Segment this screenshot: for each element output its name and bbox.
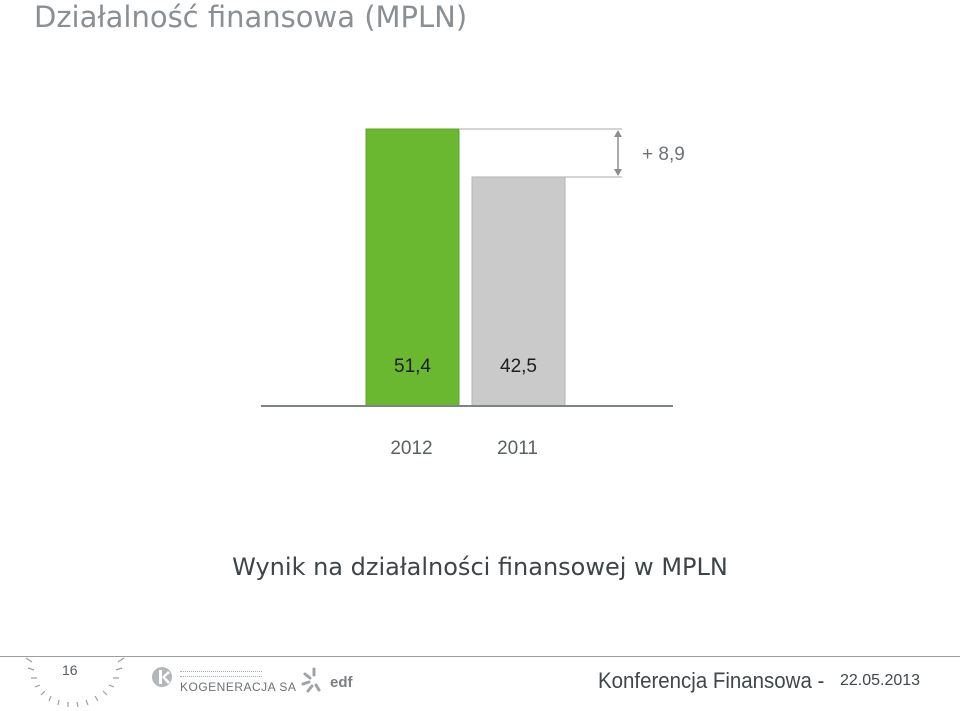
kogeneracja-logo-icon xyxy=(152,667,172,687)
value-label-2012: 51,4 xyxy=(394,356,431,377)
bar-2012 xyxy=(365,128,460,407)
logo-tagline xyxy=(180,671,262,677)
category-label-2012: 2012 xyxy=(390,438,432,459)
slide-title: Działalność finansowa (MPLN) xyxy=(34,0,468,34)
bar-2011 xyxy=(471,176,566,407)
edf-logo-text: edf xyxy=(330,674,353,691)
value-label-2011: 42,5 xyxy=(500,356,537,377)
footer-divider xyxy=(0,656,960,657)
difference-arrowhead-2 xyxy=(614,168,622,176)
difference-arrowhead-1 xyxy=(614,130,622,137)
seal-icon xyxy=(25,657,125,708)
difference-label: + 8,9 xyxy=(642,144,685,165)
conference-date: 22.05.2013 xyxy=(840,672,921,689)
conference-name: Konferencja Finansowa - xyxy=(598,668,825,693)
category-label-2011: 2011 xyxy=(497,438,538,459)
edf-logo-icon xyxy=(301,667,321,693)
page-number: 16 xyxy=(62,662,78,678)
chart-caption: Wynik na działalności finansowej w MPLN xyxy=(232,553,728,581)
kogeneracja-logo-text: KOGENERACJA SA xyxy=(180,680,297,694)
bar-chart: 51,4 2012 42,5 2011 + 8,9 xyxy=(261,128,685,459)
